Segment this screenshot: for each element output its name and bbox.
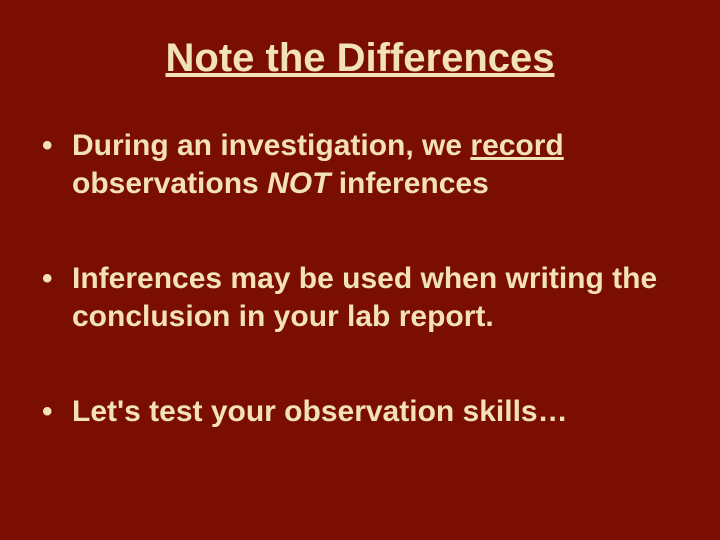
slide-container: Note the Differences During an investiga… [0, 0, 720, 540]
bullet-item-1: During an investigation, we record obser… [38, 127, 682, 202]
bullet-1-text-b: observations [72, 167, 267, 200]
bullet-list: During an investigation, we record obser… [38, 127, 682, 431]
bullet-item-2: Inferences may be used when writing the … [38, 260, 682, 335]
bullet-1-underlined: record [470, 129, 563, 162]
bullet-1-text-a: During an investigation, we [72, 129, 470, 162]
bullet-1-text-c: inferences [330, 167, 488, 200]
bullet-1-italic: NOT [267, 167, 330, 200]
bullet-item-3: Let's test your observation skills… [38, 393, 682, 431]
slide-title: Note the Differences [38, 36, 682, 81]
